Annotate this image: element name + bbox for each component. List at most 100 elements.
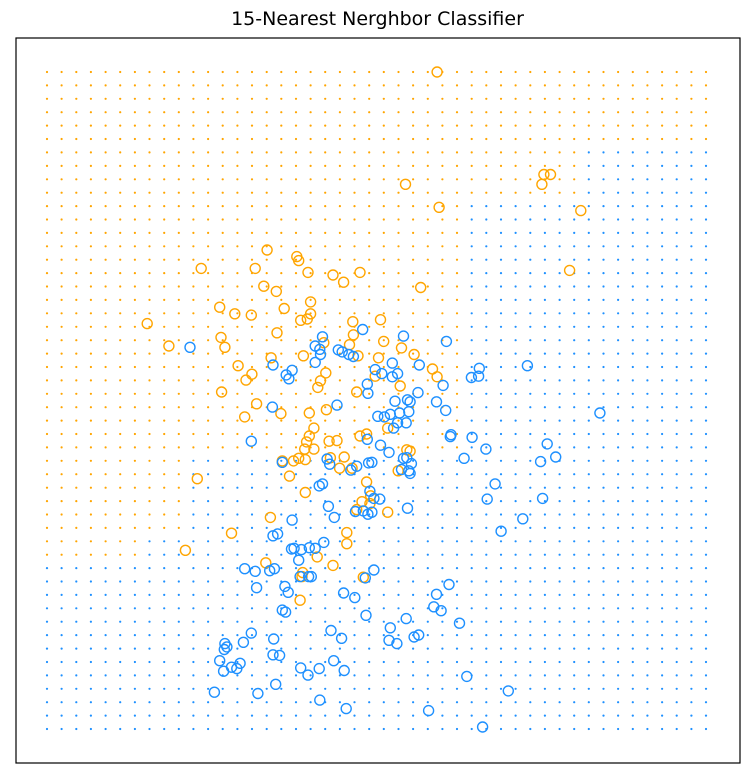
grid-dot — [690, 325, 693, 328]
grid-dot — [602, 500, 605, 503]
grid-dot — [104, 567, 107, 570]
grid-dot — [192, 593, 195, 597]
grid-dot — [587, 567, 590, 570]
grid-dot — [543, 258, 547, 261]
grid-dot — [221, 459, 224, 462]
grid-dot — [163, 406, 166, 409]
grid-dot — [587, 392, 590, 395]
grid-dot — [631, 151, 634, 154]
grid-dot — [163, 500, 166, 503]
grid-dot — [368, 205, 371, 208]
grid-dot — [470, 459, 473, 462]
grid-dot — [148, 312, 151, 315]
orange-point — [311, 551, 323, 563]
grid-dot — [89, 513, 92, 516]
grid-dot — [119, 674, 122, 677]
grid-dot — [207, 151, 210, 154]
grid-dot — [45, 352, 49, 355]
grid-dot — [75, 714, 78, 717]
grid-dot — [89, 164, 92, 167]
grid-dot — [704, 205, 708, 208]
grid-dot — [163, 553, 166, 556]
grid-dot — [309, 258, 312, 261]
grid-dot — [602, 647, 605, 650]
grid-dot — [294, 124, 298, 127]
grid-dot — [499, 298, 503, 301]
grid-dot — [455, 298, 459, 301]
grid-dot — [309, 714, 312, 717]
grid-dot — [207, 406, 210, 409]
grid-dot — [690, 714, 693, 717]
grid-dot — [514, 137, 517, 141]
grid-dot — [499, 674, 503, 677]
grid-dot — [221, 593, 224, 597]
grid-dot — [470, 352, 473, 355]
grid-dot — [309, 553, 312, 556]
grid-dot — [485, 701, 488, 704]
grid-dot — [163, 164, 166, 167]
grid-dot — [529, 513, 532, 516]
grid-dot — [192, 580, 195, 583]
grid-dot — [558, 178, 561, 181]
blue-point — [481, 493, 493, 505]
grid-dot — [558, 352, 561, 355]
grid-dot — [280, 97, 283, 100]
grid-dot — [60, 647, 63, 650]
blue-point — [550, 451, 562, 463]
grid-dot — [221, 231, 224, 234]
grid-dot — [294, 285, 298, 288]
orange-point — [265, 352, 277, 364]
grid-dot — [89, 285, 92, 288]
grid-dot — [675, 714, 678, 717]
grid-dot — [514, 701, 517, 704]
grid-dot — [661, 285, 664, 288]
grid-dot — [704, 660, 708, 664]
grid-dot — [587, 660, 590, 664]
grid-dot — [309, 97, 312, 100]
grid-dot — [265, 593, 268, 597]
grid-dot — [587, 379, 590, 382]
orange-point — [351, 503, 363, 516]
grid-dot — [148, 486, 151, 489]
grid-dot — [397, 245, 400, 248]
grid-dot — [455, 191, 459, 194]
blue-point — [458, 452, 470, 464]
grid-dot — [602, 191, 605, 194]
blue-point — [268, 633, 280, 645]
grid-dot — [412, 432, 415, 436]
grid-dot — [60, 714, 63, 717]
grid-dot — [412, 339, 415, 342]
grid-dot — [280, 272, 283, 275]
grid-dot — [397, 500, 400, 503]
grid-dot — [89, 97, 92, 100]
orange-point — [163, 340, 175, 352]
blue-point — [318, 536, 330, 549]
orange-point — [408, 348, 420, 361]
grid-dot — [558, 687, 561, 690]
grid-dot — [382, 191, 385, 194]
grid-dot — [397, 660, 400, 664]
grid-dot — [412, 205, 415, 208]
grid-dot — [250, 727, 254, 731]
grid-dot — [514, 298, 517, 301]
grid-dot — [45, 258, 49, 261]
grid-dot — [529, 647, 532, 650]
grid-dot — [104, 580, 107, 583]
grid-dot — [412, 111, 415, 114]
grid-dot — [192, 714, 195, 717]
grid-dot — [661, 339, 664, 342]
grid-dot — [412, 674, 415, 677]
grid-dot — [104, 647, 107, 650]
grid-dot — [250, 459, 254, 462]
grid-dot — [163, 727, 166, 731]
grid-dot — [558, 298, 561, 301]
grid-dot — [75, 660, 78, 664]
grid-dot — [265, 473, 268, 476]
grid-dot — [309, 84, 312, 87]
grid-dot — [704, 432, 708, 436]
grid-dot — [353, 553, 356, 556]
grid-dot — [397, 593, 400, 597]
grid-dot — [675, 97, 678, 100]
grid-dot — [89, 634, 92, 637]
grid-dot — [382, 365, 385, 369]
